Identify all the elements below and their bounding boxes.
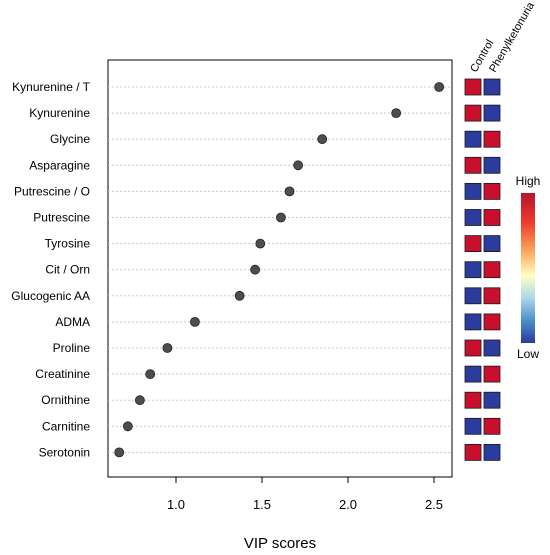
heatmap-cell <box>483 235 501 253</box>
heatmap-cell <box>464 365 482 383</box>
vip-point <box>250 264 261 275</box>
feature-labels: Kynurenine / T Kynurenine Glycine Asparagin… <box>11 80 90 459</box>
feature-label: Ornithine <box>41 393 90 407</box>
heatmap-cell <box>464 391 482 409</box>
heatmap-cell <box>483 130 501 148</box>
heatmap-cell <box>483 339 501 357</box>
heatmap-cell <box>483 391 501 409</box>
heatmap-cell <box>464 182 482 200</box>
heatmap-cell <box>464 313 482 331</box>
feature-label: Kynurenine / T <box>12 80 90 94</box>
feature-label: Putrescine / O <box>14 184 90 198</box>
heatmap-cell <box>464 78 482 96</box>
feature-label: Tyrosine <box>45 237 91 251</box>
color-legend: High Low <box>516 174 541 361</box>
heatmap-cell <box>464 130 482 148</box>
heatmap-cell <box>483 443 501 461</box>
heatmap-cell <box>483 182 501 200</box>
heatmap-cell <box>464 209 482 226</box>
heatmap-cell <box>464 104 482 122</box>
vip-point <box>276 212 286 223</box>
heatmap-cell <box>464 339 482 357</box>
plot-area <box>107 59 453 478</box>
heatmap-cell <box>483 365 501 383</box>
feature-label: Carnitine <box>42 419 90 433</box>
data-points <box>114 82 445 458</box>
group-header-label: Phenylketonuria <box>487 0 537 75</box>
legend-low-label: Low <box>517 347 539 361</box>
grid-lines <box>108 86 452 453</box>
vip-point <box>190 316 200 327</box>
heatmap-cell <box>464 287 482 305</box>
heatmap-cell <box>483 417 501 435</box>
x-axis: 1.0 1.5 2.0 2.5 <box>167 476 443 512</box>
heatmap-cell <box>483 156 501 174</box>
x-tick-label: 2.5 <box>425 497 443 512</box>
vip-point <box>434 82 445 92</box>
legend-high-label: High <box>516 174 541 188</box>
vip-point <box>122 421 133 432</box>
heatmap-cell <box>483 261 501 279</box>
group-heatmap <box>464 78 501 461</box>
heatmap-cell <box>483 78 501 96</box>
heatmap-cell <box>483 104 501 122</box>
feature-label: Asparagine <box>29 158 90 172</box>
heatmap-cell <box>483 313 501 331</box>
heatmap-cell <box>464 235 482 253</box>
feature-label: Creatinine <box>35 367 90 381</box>
vip-point <box>234 290 245 301</box>
vip-point <box>162 343 173 353</box>
vip-point <box>255 238 266 249</box>
legend-gradient-bar <box>521 193 535 343</box>
vip-point <box>284 186 295 197</box>
feature-label: Glucogenic AA <box>11 289 90 303</box>
x-tick-label: 1.0 <box>167 497 185 512</box>
x-axis-title: VIP scores <box>244 535 316 552</box>
x-tick-label: 2.0 <box>339 497 357 512</box>
vip-point <box>134 395 145 406</box>
feature-label: Putrescine <box>33 211 90 225</box>
vip-point <box>114 447 125 458</box>
heatmap-cell <box>464 443 482 461</box>
feature-label: Kynurenine <box>29 106 90 120</box>
vip-point <box>293 160 304 171</box>
vip-point <box>317 134 328 145</box>
vip-point <box>391 108 402 118</box>
heatmap-cell <box>483 287 501 305</box>
feature-label: ADMA <box>55 315 90 329</box>
heatmap-cell <box>464 156 482 174</box>
feature-label: Glycine <box>50 132 90 146</box>
heatmap-cell <box>464 261 482 279</box>
feature-label: Proline <box>53 341 91 355</box>
x-tick-label: 1.5 <box>253 497 271 512</box>
feature-label: Cit / Orn <box>45 263 90 277</box>
heatmap-cell <box>464 417 482 435</box>
feature-label: Serotonin <box>39 445 90 459</box>
heatmap-cell <box>483 209 501 226</box>
vip-point <box>145 369 156 380</box>
